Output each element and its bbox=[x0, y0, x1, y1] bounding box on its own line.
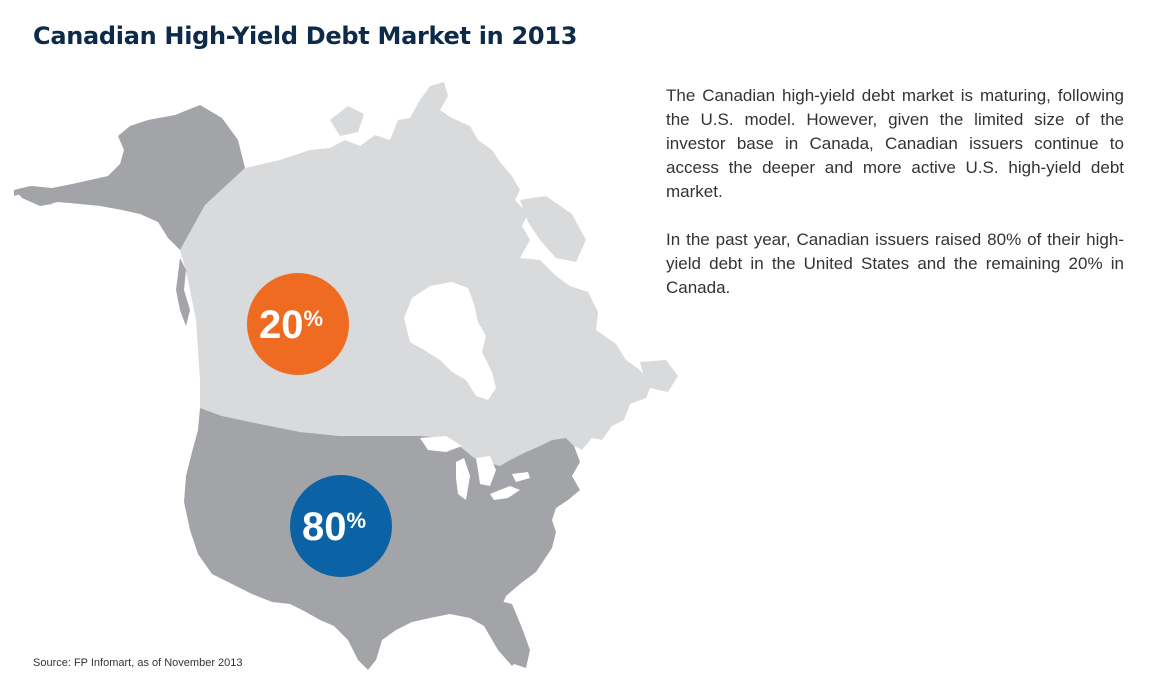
source-note: Source: FP Infomart, as of November 2013 bbox=[33, 657, 243, 669]
aleutian-islands bbox=[14, 186, 54, 206]
canada-share-badge: 20% bbox=[247, 273, 349, 375]
arctic-islands bbox=[310, 106, 586, 262]
florida bbox=[496, 600, 530, 668]
us-share-badge: 80% bbox=[290, 475, 392, 577]
svg-text:80%: 80% bbox=[302, 505, 366, 549]
svg-text:20%: 20% bbox=[259, 303, 323, 347]
us-share-value: 80 bbox=[302, 505, 347, 549]
description-paragraph-1: The Canadian high-yield debt market is m… bbox=[666, 86, 1124, 201]
description: The Canadian high-yield debt market is m… bbox=[666, 84, 1124, 324]
canada-share-value: 20 bbox=[259, 303, 304, 347]
alaska-region bbox=[15, 105, 245, 250]
north-america-map: 20% 80% bbox=[14, 82, 678, 670]
us-share-unit: % bbox=[346, 508, 366, 533]
hudson-bay bbox=[404, 282, 496, 400]
newfoundland bbox=[640, 360, 678, 392]
pacific-islands bbox=[176, 258, 190, 326]
description-paragraph-2: In the past year, Canadian issuers raise… bbox=[666, 230, 1124, 297]
great-lakes bbox=[420, 436, 530, 500]
canada-region bbox=[180, 82, 652, 466]
page-title: Canadian High-Yield Debt Market in 2013 bbox=[33, 22, 578, 50]
canada-share-unit: % bbox=[303, 306, 323, 331]
